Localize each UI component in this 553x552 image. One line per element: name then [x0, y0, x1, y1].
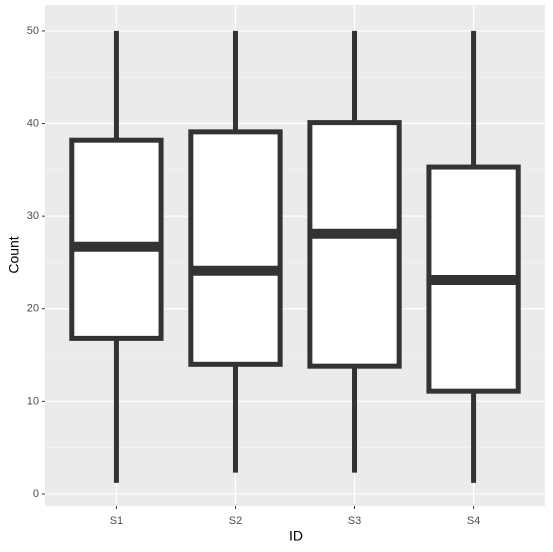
x-tick-label: S1 [110, 515, 123, 527]
y-tick-label: 50 [27, 25, 39, 37]
box [188, 129, 283, 367]
y-tick-label: 30 [27, 210, 39, 222]
box [307, 120, 402, 369]
y-tick-label: 10 [27, 395, 39, 407]
x-tick-label: S3 [348, 515, 361, 527]
y-tick-label: 20 [27, 303, 39, 315]
y-tick-label: 40 [27, 117, 39, 129]
y-tick-label: 0 [33, 488, 39, 500]
x-axis-title: ID [289, 528, 303, 544]
x-tick-label: S2 [229, 515, 242, 527]
box [69, 137, 164, 341]
x-tick-label: S4 [467, 515, 480, 527]
y-axis-title: Count [6, 236, 22, 273]
